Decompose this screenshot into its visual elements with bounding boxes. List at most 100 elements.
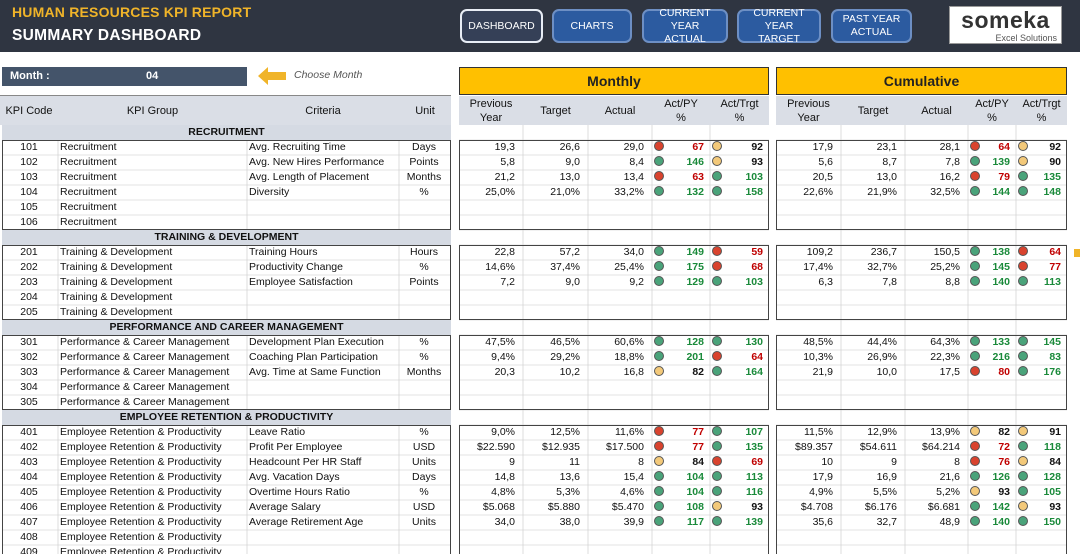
c-value: 22,3% <box>930 351 960 363</box>
c-pct: 128 <box>1043 471 1061 483</box>
c-value: $89.357 <box>795 441 833 453</box>
nav-past-year-actual-button[interactable]: PAST YEAR ACTUAL <box>831 9 912 43</box>
kpi-criteria: Avg. Time at Same Function <box>249 366 381 378</box>
col-monthly-2: Actual <box>588 96 652 125</box>
m-value: $5.470 <box>611 501 644 513</box>
status-dot-icon <box>1018 441 1028 451</box>
kpi-code: 204 <box>20 291 38 303</box>
kpi-group: Recruitment <box>60 216 117 228</box>
header-bar: HUMAN RESOURCES KPI REPORT SUMMARY DASHB… <box>0 0 1080 52</box>
m-value: 5,8 <box>500 156 515 168</box>
c-value: 32,7% <box>867 261 897 273</box>
c-pct: 64 <box>998 141 1010 153</box>
col-monthly-1: Target <box>523 96 588 125</box>
c-pct: 92 <box>1049 141 1061 153</box>
status-dot-icon <box>1018 186 1028 196</box>
kpi-unit: Units <box>412 456 436 468</box>
c-value: 8,8 <box>945 276 960 288</box>
table-row: 406 Employee Retention & Productivity Aver… <box>0 500 1080 515</box>
table-row: 407 Employee Retention & Productivity Aver… <box>0 515 1080 530</box>
kpi-unit: % <box>419 426 429 438</box>
kpi-group: Recruitment <box>60 156 117 168</box>
table-row: 409 Employee Retention & Productivity <box>0 545 1080 554</box>
status-dot-icon <box>970 171 980 181</box>
c-pct: 64 <box>1049 246 1061 258</box>
status-dot-icon <box>1018 486 1028 496</box>
status-dot-icon <box>970 426 980 436</box>
c-value: 13,0 <box>876 171 897 183</box>
kpi-criteria: Avg. Length of Placement <box>249 171 370 183</box>
status-dot-icon <box>712 366 722 376</box>
c-value: 8 <box>954 456 960 468</box>
status-dot-icon <box>654 456 664 466</box>
table-row: 301 Performance & Career Management Develo… <box>0 335 1080 350</box>
status-dot-icon <box>654 501 664 511</box>
kpi-code: 404 <box>20 471 38 483</box>
section-header: EMPLOYEE RETENTION & PRODUCTIVITY <box>2 410 451 425</box>
nav-dashboard-button[interactable]: DASHBOARD <box>460 9 543 43</box>
status-dot-icon <box>712 141 722 151</box>
status-dot-icon <box>712 471 722 481</box>
m-value: 60,6% <box>614 336 644 348</box>
c-value: $54.611 <box>859 441 897 453</box>
kpi-criteria: Leave Ratio <box>249 426 306 438</box>
m-pct: 201 <box>686 351 704 363</box>
left-group-box <box>2 140 451 230</box>
status-dot-icon <box>654 336 664 346</box>
c-value: 17,5 <box>939 366 960 378</box>
kpi-unit: Days <box>412 471 436 483</box>
kpi-criteria: Diversity <box>249 186 290 198</box>
c-pct: 216 <box>992 351 1010 363</box>
status-dot-icon <box>654 171 664 181</box>
kpi-group: Employee Retention & Productivity <box>60 546 222 554</box>
m-pct: 104 <box>686 471 704 483</box>
c-pct: 145 <box>992 261 1010 273</box>
table-row: 401 Employee Retention & Productivity Leav… <box>0 425 1080 440</box>
m-value: 20,3 <box>494 366 515 378</box>
kpi-unit: % <box>419 336 429 348</box>
c-pct: 118 <box>1044 441 1061 453</box>
status-dot-icon <box>654 486 664 496</box>
m-value: 14,8 <box>494 471 515 483</box>
c-value: 64,3% <box>930 336 960 348</box>
nav-charts-button[interactable]: CHARTS <box>552 9 632 43</box>
c-value: 12,9% <box>867 426 897 438</box>
monthly-group-box <box>459 425 769 554</box>
status-dot-icon <box>712 486 722 496</box>
c-value: 21,9% <box>867 186 897 198</box>
kpi-code: 106 <box>20 216 38 228</box>
nav-current-year-actual-button[interactable]: CURRENT YEAR ACTUAL <box>642 7 728 45</box>
m-value: 25,4% <box>614 261 644 273</box>
c-value: 7,8 <box>945 156 960 168</box>
table-row: 103 Recruitment Avg. Length of Placement Mo… <box>0 170 1080 185</box>
monthly-group-box <box>459 245 769 320</box>
m-pct: 116 <box>746 486 763 498</box>
kpi-unit: Points <box>409 156 439 168</box>
status-dot-icon <box>970 516 980 526</box>
choose-month-hint: Choose Month <box>294 69 363 81</box>
month-selector[interactable]: Month : 04 <box>2 67 247 86</box>
kpi-group: Performance & Career Management <box>60 351 230 363</box>
status-dot-icon <box>654 186 664 196</box>
m-value: $5.068 <box>482 501 515 513</box>
kpi-code: 402 <box>20 441 38 453</box>
table-row: 104 Recruitment Diversity% 25,0% 21,0% 33,2% 1… <box>0 185 1080 200</box>
m-value: $17.500 <box>606 441 644 453</box>
c-pct: 91 <box>1049 426 1061 438</box>
c-value: 32,7 <box>876 516 897 528</box>
status-dot-icon <box>970 486 980 496</box>
m-pct: 93 <box>751 156 763 168</box>
kpi-code: 401 <box>20 426 38 438</box>
c-pct: 93 <box>998 486 1010 498</box>
kpi-group: Recruitment <box>60 201 117 213</box>
kpi-criteria: Avg. Vacation Days <box>249 471 340 483</box>
col-unit: Unit <box>399 96 451 125</box>
nav-current-year-target-button[interactable]: CURRENT YEAR TARGET <box>737 7 821 45</box>
status-dot-icon <box>712 351 722 361</box>
month-value[interactable]: 04 <box>146 70 159 82</box>
m-value: 34,0 <box>623 246 644 258</box>
kpi-group: Performance & Career Management <box>60 366 230 378</box>
monthly-banner: Monthly <box>459 67 769 95</box>
m-value: 57,2 <box>559 246 580 258</box>
